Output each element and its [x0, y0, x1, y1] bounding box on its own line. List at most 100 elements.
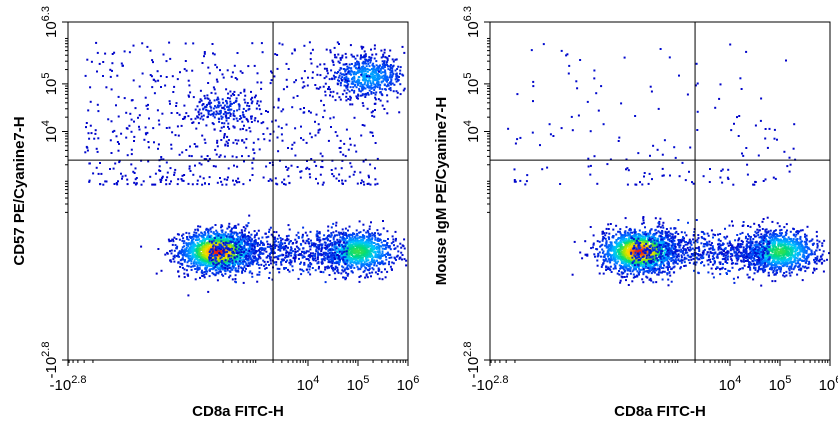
event-dot: [175, 102, 178, 105]
event-dot: [369, 245, 372, 248]
event-dot: [378, 255, 381, 258]
event-dot: [248, 271, 251, 274]
event-dot: [237, 247, 240, 250]
event-dot: [339, 248, 342, 251]
event-dot: [211, 272, 214, 275]
event-dot: [146, 45, 149, 48]
event-dot: [249, 179, 251, 182]
event-dot: [240, 262, 243, 265]
event-dot: [212, 257, 215, 260]
event-dot: [298, 257, 300, 260]
event-dot: [86, 58, 89, 61]
event-dot: [147, 146, 150, 149]
event-dot: [279, 249, 282, 252]
event-dot: [358, 70, 361, 73]
event-dot: [249, 236, 252, 239]
event-dot: [372, 70, 375, 73]
event-dot: [345, 73, 348, 76]
event-dot: [233, 246, 236, 249]
event-dot: [256, 232, 258, 235]
event-dot: [230, 241, 233, 244]
event-dot: [397, 250, 400, 253]
event-dot: [346, 259, 349, 262]
event-dot: [373, 235, 376, 238]
event-dot: [182, 118, 185, 120]
event-dot: [349, 137, 351, 140]
event-dot: [330, 69, 333, 72]
event-dot: [351, 78, 354, 81]
event-dot: [390, 83, 392, 86]
event-dot: [201, 269, 203, 272]
event-dot: [350, 63, 353, 65]
event-dot: [205, 124, 208, 127]
event-dot: [317, 131, 320, 134]
event-dot: [123, 97, 126, 100]
event-dot: [207, 230, 209, 233]
event-dot: [199, 247, 202, 250]
event-dot: [354, 62, 357, 65]
event-dot: [222, 252, 225, 255]
event-dot: [277, 125, 280, 128]
event-dot: [254, 257, 257, 259]
event-dot: [290, 251, 293, 254]
event-dot: [187, 265, 190, 268]
event-dot: [247, 155, 250, 158]
event-dot: [243, 256, 246, 259]
event-dot: [234, 260, 237, 263]
event-dot: [235, 226, 237, 229]
event-dot: [368, 272, 371, 275]
event-dot: [339, 57, 342, 60]
event-dot: [134, 107, 137, 110]
event-dot: [90, 132, 93, 135]
event-dot: [216, 265, 219, 268]
event-dot: [195, 249, 198, 252]
event-dot: [375, 255, 377, 258]
event-dot: [351, 245, 353, 248]
event-dot: [199, 98, 202, 101]
event-dot: [298, 253, 301, 256]
event-dot: [368, 77, 371, 80]
event-dot: [355, 247, 358, 249]
event-dot: [222, 239, 225, 242]
event-dot: [373, 74, 376, 77]
event-dot: [375, 82, 378, 85]
event-dot: [325, 75, 328, 78]
event-dot: [236, 78, 239, 81]
event-dot: [266, 127, 269, 130]
event-dot: [172, 91, 175, 93]
event-dot: [254, 259, 257, 262]
event-dot: [270, 179, 273, 182]
event-dot: [196, 254, 198, 257]
event-dot: [379, 64, 381, 67]
event-dot: [260, 241, 263, 244]
event-dot: [330, 126, 332, 128]
event-dot: [185, 69, 188, 72]
event-dot: [227, 125, 229, 128]
event-dot: [338, 179, 340, 182]
event-dot: [211, 226, 214, 229]
event-dot: [252, 141, 255, 144]
event-dot: [133, 181, 136, 184]
event-dot: [257, 242, 260, 245]
event-dot: [188, 167, 191, 170]
event-dot: [316, 262, 319, 265]
event-dot: [203, 247, 206, 250]
event-dot: [312, 242, 315, 245]
event-dot: [212, 232, 215, 235]
event-dot: [366, 82, 369, 85]
event-dot: [204, 260, 207, 262]
event-dot: [374, 98, 377, 101]
event-dot: [217, 237, 220, 240]
event-dot: [388, 263, 390, 266]
event-dot: [370, 250, 373, 253]
event-dot: [356, 265, 359, 268]
event-dot: [400, 246, 403, 249]
event-dot: [326, 252, 329, 255]
event-dot: [388, 245, 391, 248]
event-dot: [378, 245, 381, 248]
event-dot: [248, 214, 251, 217]
event-dot: [353, 91, 356, 94]
event-dot: [324, 253, 327, 255]
event-dot: [197, 122, 200, 125]
event-dot: [176, 255, 178, 257]
